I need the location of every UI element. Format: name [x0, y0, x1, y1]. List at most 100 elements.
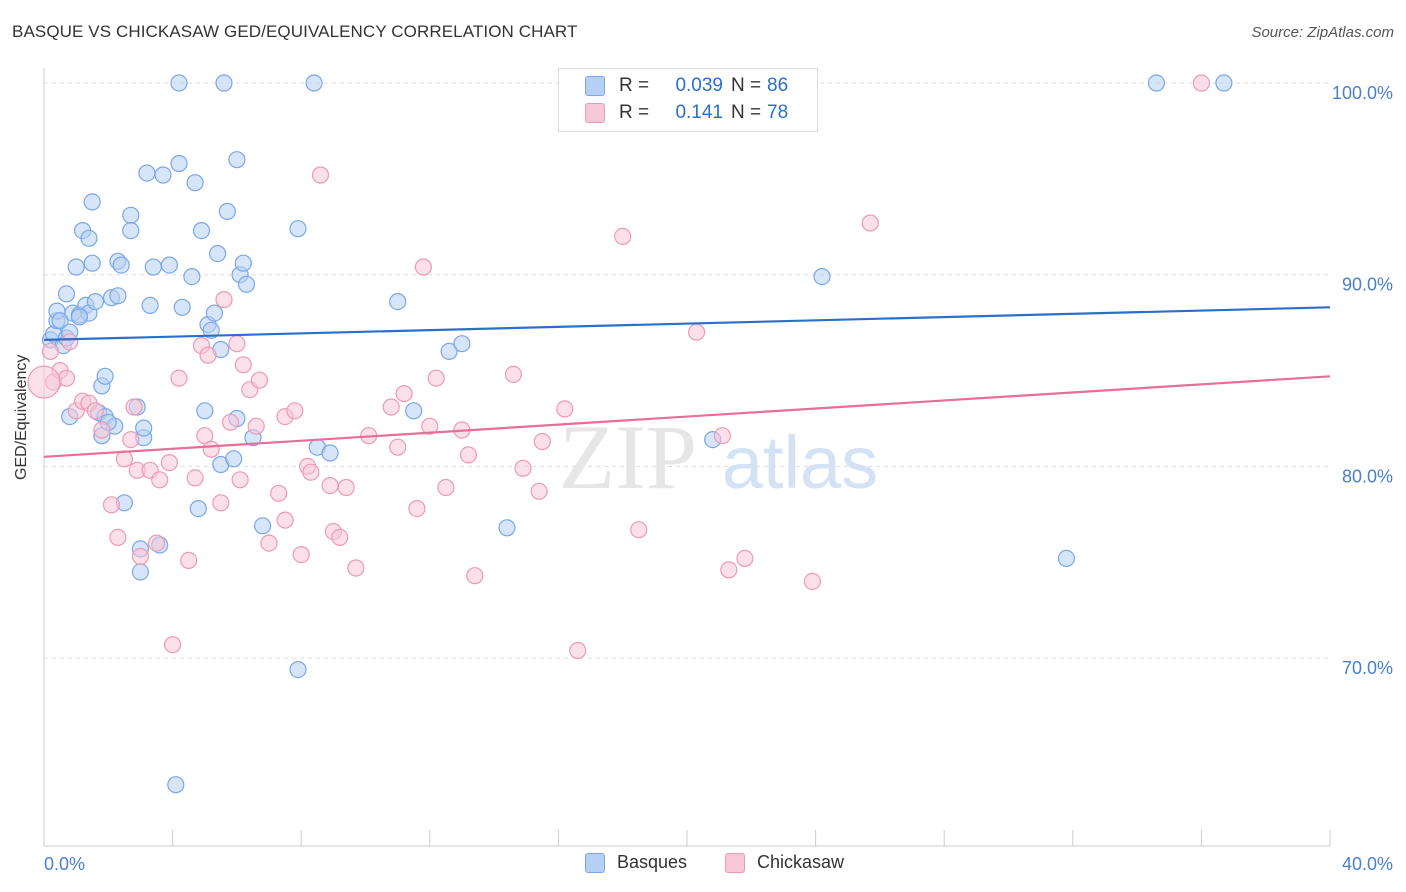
basques-point [389, 293, 407, 311]
y-tick-label: 70.0% [1342, 658, 1393, 678]
chickasaw-point [61, 333, 79, 351]
chickasaw-point [221, 413, 240, 431]
chickasaw-point [861, 214, 879, 232]
x-tick-label: 40.0% [1342, 854, 1393, 874]
chickasaw-point [102, 496, 121, 514]
x-tick-label: 0.0% [44, 854, 85, 874]
basques-point [83, 193, 101, 211]
chickasaw-point [614, 227, 632, 245]
legend-r-value: 0.039 [675, 75, 723, 96]
basques-point [498, 519, 516, 537]
chickasaw-point [459, 446, 477, 464]
basques-point [1057, 549, 1076, 568]
basques-point [154, 166, 172, 184]
chickasaw-point [286, 402, 304, 420]
basques-point [305, 74, 323, 92]
basques-point [51, 312, 69, 330]
basques-point [218, 202, 236, 220]
basques-point [83, 254, 101, 272]
basques-point [173, 298, 191, 316]
legend-n-value: 78 [767, 102, 789, 123]
chickasaw-point [337, 478, 355, 497]
basques-point [96, 367, 114, 385]
basques-point [813, 268, 831, 286]
chickasaw-point [530, 482, 548, 500]
basques-point [135, 419, 153, 437]
chickasaw-point [131, 547, 149, 566]
basques-point [70, 308, 89, 326]
chickasaw-point [466, 567, 484, 585]
basques-point [215, 74, 233, 92]
chickasaw-point [736, 549, 754, 568]
chickasaw-point [504, 365, 523, 383]
chickasaw-point [421, 417, 439, 435]
chickasaw-point [803, 572, 822, 591]
basques-point [80, 229, 98, 247]
legend-n-value: 86 [767, 75, 789, 96]
stats-legend: R = 0.039 N = 86 R = 0.141 N = 78 [558, 68, 818, 132]
chickasaw-point [228, 335, 246, 353]
basques-point [192, 222, 211, 240]
chickasaw-point [1192, 74, 1211, 92]
basques-point [1215, 74, 1233, 92]
basques-point [86, 293, 105, 311]
basques-point [196, 402, 214, 420]
chickasaw-point [180, 551, 198, 570]
chickasaw-point [414, 258, 432, 276]
chickasaw-point [160, 454, 178, 472]
chickasaw-point [331, 528, 349, 547]
chickasaw-point [93, 421, 111, 439]
y-tick-label: 100.0% [1332, 83, 1393, 103]
chickasaw-point [437, 478, 455, 497]
chickasaw-point [202, 440, 220, 458]
basques-point [440, 342, 458, 360]
chickasaw-point [250, 371, 268, 389]
basques-point [112, 256, 130, 274]
chickasaw-point [147, 534, 166, 552]
basques-point [405, 402, 423, 420]
axes [43, 68, 1331, 847]
watermark: ZIP atlas [559, 406, 878, 508]
chickasaw-point [247, 417, 265, 435]
chickasaw-point [122, 431, 140, 449]
chickasaw-point [276, 511, 294, 529]
chickasaw-point [292, 545, 310, 564]
chickasaw-point [408, 500, 426, 518]
basques-point [321, 444, 339, 462]
basques-regression-line [43, 306, 1331, 341]
legend-swatch-basques [585, 76, 605, 96]
tick-labels: 100.0% 90.0% 80.0% 70.0% 0.0% 40.0% [44, 83, 1393, 874]
basques-point [289, 660, 307, 679]
chickasaw-point [687, 323, 706, 341]
chickasaw-point [186, 469, 204, 487]
bottom-legend-swatch-basques [585, 853, 605, 873]
watermark-atlas: atlas [722, 421, 878, 504]
basques-point [122, 206, 140, 224]
chickasaw-point [41, 342, 60, 360]
chickasaw-point [260, 534, 278, 552]
basques-point [67, 258, 85, 276]
chickasaw-point [713, 427, 732, 445]
basques-point [144, 258, 162, 276]
basques-point [228, 151, 246, 169]
basques-point [254, 517, 272, 535]
chickasaw-point [212, 494, 230, 512]
y-tick-label: 90.0% [1342, 275, 1393, 295]
chickasaw-point [556, 400, 574, 418]
legend-r-label: R = [619, 102, 650, 123]
basques-point [170, 74, 188, 92]
chickasaw-point [389, 438, 407, 456]
basques-point [289, 220, 307, 238]
basques-point [237, 275, 256, 293]
chickasaw-point [231, 471, 249, 489]
basques-point [138, 164, 156, 182]
basques-point [109, 287, 127, 305]
chickasaw-point [86, 402, 105, 420]
chickasaw-point [109, 528, 127, 547]
basques-point [202, 321, 220, 339]
chickasaw-point [57, 369, 76, 387]
chickasaw-point [720, 561, 738, 579]
basques-point [160, 256, 178, 274]
basques-point [170, 154, 188, 173]
